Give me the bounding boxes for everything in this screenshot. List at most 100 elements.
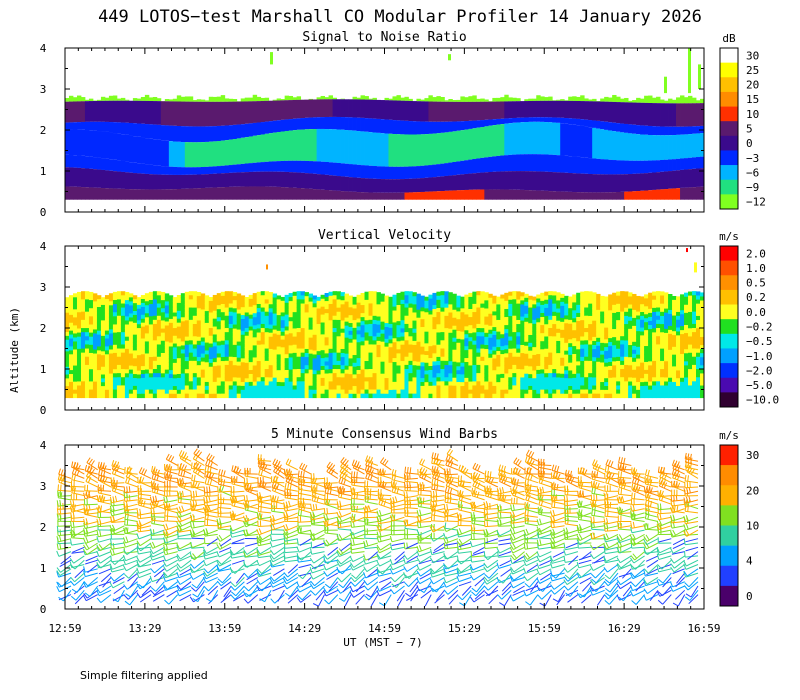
wind-barb bbox=[258, 505, 272, 510]
wind-barb bbox=[298, 572, 312, 577]
wind-barb bbox=[458, 529, 472, 536]
wind-barb bbox=[100, 542, 112, 552]
wind-barb bbox=[444, 476, 458, 479]
wind-barb bbox=[271, 538, 285, 542]
wind-barb bbox=[365, 555, 378, 561]
wind-barb bbox=[113, 572, 125, 582]
wind-barb bbox=[565, 551, 579, 556]
wind-barb bbox=[431, 514, 445, 518]
wind-barb bbox=[513, 585, 525, 594]
wind-barb bbox=[579, 576, 592, 585]
colorbar-swatch bbox=[720, 48, 738, 63]
wind-barb bbox=[74, 594, 85, 605]
wind-barb bbox=[436, 589, 445, 601]
colorbar-swatch bbox=[720, 585, 738, 607]
wind-barb bbox=[71, 508, 85, 513]
colorbar-label: −3 bbox=[746, 152, 759, 165]
colorbar-frame bbox=[719, 444, 739, 607]
wind-barb bbox=[151, 487, 165, 492]
wind-barb bbox=[178, 512, 192, 518]
wind-barb bbox=[632, 490, 645, 497]
wind-barb bbox=[631, 525, 645, 529]
wind-barb bbox=[273, 470, 285, 479]
wind-barb bbox=[420, 568, 432, 577]
wind-barb bbox=[418, 489, 432, 492]
wind-barb bbox=[84, 513, 98, 518]
colorbar-label: 0.5 bbox=[746, 277, 766, 290]
wind-barb bbox=[299, 467, 312, 475]
wind-barb bbox=[391, 538, 405, 543]
wind-barb bbox=[593, 542, 605, 551]
wind-barb bbox=[248, 581, 259, 592]
wind-barb bbox=[98, 589, 112, 597]
x-tick-label: 12:59 bbox=[48, 622, 81, 635]
wind-barb bbox=[284, 473, 298, 476]
wind-barb bbox=[484, 480, 498, 484]
wind-barb bbox=[247, 568, 259, 578]
wind-barb bbox=[658, 555, 672, 560]
wind-barb bbox=[298, 559, 312, 563]
x-tick-label: 15:59 bbox=[528, 622, 561, 635]
wind-barb bbox=[219, 564, 232, 571]
wind-barb bbox=[645, 483, 659, 488]
wind-barb bbox=[155, 581, 165, 592]
wind-barb bbox=[138, 512, 152, 516]
wind-barb bbox=[557, 590, 566, 602]
wind-barb bbox=[325, 521, 338, 527]
wind-barb bbox=[287, 572, 299, 582]
wind-barb bbox=[591, 521, 605, 524]
wind-barb bbox=[671, 551, 685, 555]
wind-barb bbox=[431, 559, 445, 563]
wind-barb bbox=[488, 568, 499, 579]
wind-barb bbox=[444, 520, 458, 522]
wind-barb bbox=[298, 481, 312, 484]
wind-barb bbox=[687, 551, 699, 560]
colorbar-swatch bbox=[720, 275, 738, 291]
wind-barb bbox=[246, 576, 259, 585]
wind-barb bbox=[645, 518, 659, 522]
wind-barb bbox=[259, 576, 272, 585]
wind-barb bbox=[218, 568, 232, 572]
wind-barb bbox=[378, 473, 392, 476]
wind-barb bbox=[301, 551, 312, 561]
colorbar-swatch bbox=[720, 392, 738, 408]
wind-barb bbox=[378, 538, 392, 543]
wind-barb bbox=[98, 581, 112, 587]
wind-barb bbox=[140, 589, 152, 599]
panel-data bbox=[65, 248, 705, 399]
wind-barb bbox=[151, 512, 165, 515]
wind-barb bbox=[527, 551, 539, 560]
wind-barb bbox=[672, 546, 685, 554]
wind-barb bbox=[258, 482, 272, 484]
wind-barb bbox=[538, 482, 552, 488]
colorbar-label: 0 bbox=[746, 590, 753, 603]
wind-barb bbox=[179, 589, 192, 597]
wind-barb bbox=[525, 533, 539, 541]
wind-barb bbox=[287, 564, 299, 574]
wind-barb bbox=[538, 564, 552, 570]
wind-barb bbox=[192, 542, 205, 549]
wind-barb bbox=[488, 594, 499, 605]
colorbar-swatch bbox=[720, 179, 738, 195]
y-tick-label: 4 bbox=[40, 240, 47, 253]
wind-barb bbox=[311, 551, 325, 555]
colorbar-label: −12 bbox=[746, 196, 766, 209]
wind-barb bbox=[564, 538, 578, 540]
wind-barb bbox=[688, 594, 699, 605]
wind-barb bbox=[210, 590, 219, 602]
wind-barb bbox=[73, 555, 85, 564]
wind-barb bbox=[485, 516, 498, 520]
wind-barb bbox=[338, 521, 352, 525]
wind-barb bbox=[271, 510, 285, 514]
wind-barb bbox=[138, 504, 152, 510]
wind-barb bbox=[605, 525, 619, 530]
wind-barb bbox=[671, 499, 685, 502]
wind-barb bbox=[407, 551, 419, 560]
wind-barb bbox=[424, 594, 432, 607]
wind-barb bbox=[338, 528, 352, 531]
wind-barb bbox=[447, 585, 459, 595]
wind-barb bbox=[644, 481, 659, 484]
wind-barb bbox=[365, 572, 378, 579]
wind-barb bbox=[391, 542, 405, 546]
wind-barb bbox=[672, 465, 685, 471]
